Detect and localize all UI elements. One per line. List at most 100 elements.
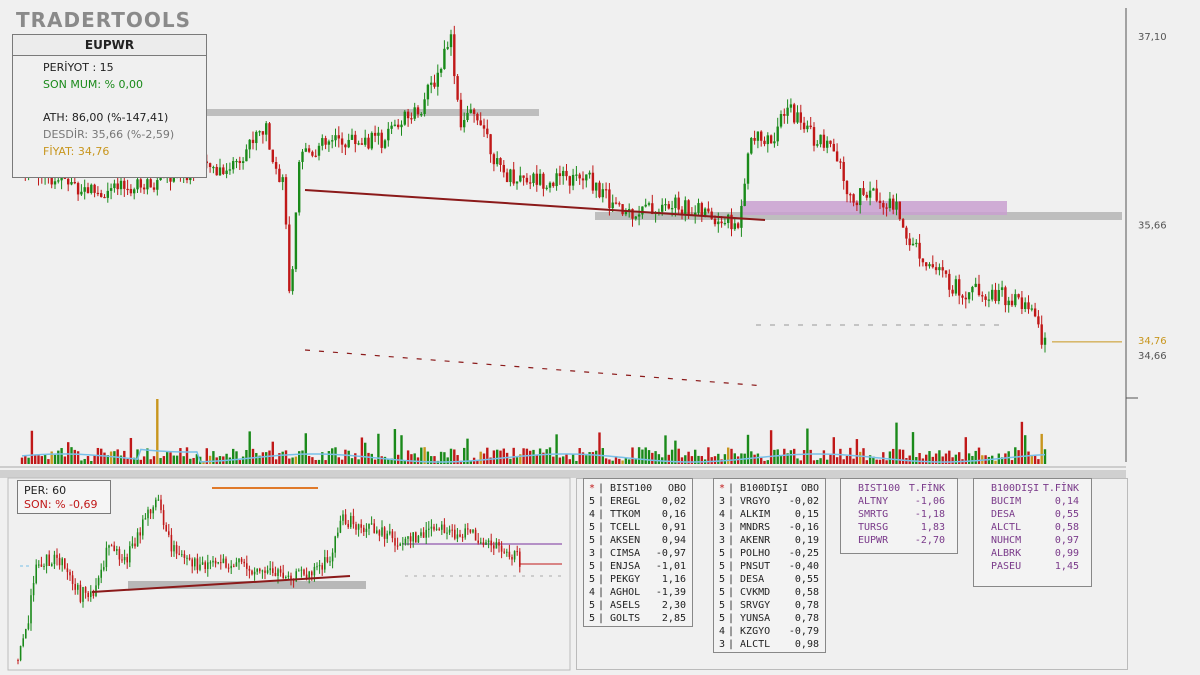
volume-bar xyxy=(746,434,750,464)
volume-bar xyxy=(733,453,736,464)
mini-candle-body xyxy=(303,569,305,575)
candle-body xyxy=(261,131,265,135)
mini-candle-body xyxy=(74,583,76,590)
volume-bar xyxy=(43,454,47,464)
volume-bar xyxy=(446,457,449,464)
mini-candle-body xyxy=(272,568,274,573)
candle-body xyxy=(578,174,581,179)
candle-body xyxy=(515,181,519,184)
candle-body xyxy=(1020,297,1024,310)
volume-bar xyxy=(529,450,532,464)
table-cell: | EREGL xyxy=(598,496,641,507)
candle-body xyxy=(925,262,928,267)
candle-body xyxy=(525,177,529,183)
mini-candle-body xyxy=(370,523,373,525)
mini-candle-body xyxy=(324,557,326,570)
table-cell: OBO xyxy=(800,483,819,494)
mini-candle-body xyxy=(168,531,170,535)
candle-body xyxy=(453,34,456,77)
table-cell: | CIMSA xyxy=(598,548,641,559)
mini-candle-body xyxy=(373,523,375,533)
mini-candle-body xyxy=(175,545,178,554)
table-cell: | BIST100 xyxy=(598,483,653,494)
table-row: EUPWR -2,70 xyxy=(841,535,957,548)
mini-candle-body xyxy=(339,520,342,533)
candle-body xyxy=(420,114,423,116)
volume-bar xyxy=(608,459,611,464)
volume-bar xyxy=(687,451,690,464)
volume-bar xyxy=(453,449,456,464)
volume-bar xyxy=(340,459,344,464)
candle-body xyxy=(736,223,740,228)
volume-bar xyxy=(423,447,426,464)
candle-body xyxy=(1024,302,1027,310)
candle-body xyxy=(901,219,905,228)
volume-bar xyxy=(859,451,862,464)
candle-body xyxy=(750,137,753,154)
table-cell: | AKENR xyxy=(728,535,771,546)
table-cell: -0,25 xyxy=(788,548,819,559)
mini-candle-body xyxy=(103,567,105,570)
volume-bar xyxy=(680,457,684,464)
volume-bar xyxy=(1040,433,1043,464)
candle-body xyxy=(908,238,911,246)
mini-candle-body xyxy=(160,499,162,511)
volume-bar xyxy=(868,455,872,464)
table-cell: 5 xyxy=(719,600,726,611)
mini-candle-body xyxy=(287,575,290,577)
volume-bar xyxy=(509,458,512,464)
mini-candle-body xyxy=(147,509,149,519)
candle-body xyxy=(304,148,307,152)
table-cell: 4 xyxy=(719,626,726,637)
mini-candle-body xyxy=(149,509,152,514)
volume-bar xyxy=(568,459,571,464)
mini-candle-body xyxy=(253,571,256,575)
table-cell: T.FİNK xyxy=(1042,483,1079,494)
mini-candle-body xyxy=(430,526,433,529)
mini-candle-body xyxy=(316,566,318,568)
candle-body xyxy=(502,164,505,173)
mini-candle-body xyxy=(53,554,56,565)
volume-bar xyxy=(839,448,842,464)
volume-bar xyxy=(284,450,288,464)
candle-body xyxy=(799,112,802,123)
candle-body xyxy=(228,169,232,171)
mini-candle-body xyxy=(404,538,407,544)
mini-candle-body xyxy=(217,562,219,564)
candle-body xyxy=(86,187,90,193)
candle-body xyxy=(822,134,826,148)
volume-bar xyxy=(192,457,195,464)
table-cell: | VRGYO xyxy=(728,496,771,507)
candle-body xyxy=(146,179,149,190)
desdir-text: DESDİR: 35,66 (%-2,59) xyxy=(43,128,175,141)
volume-bar xyxy=(314,460,317,464)
mini-candle-body xyxy=(459,534,461,537)
mini-candle-body xyxy=(506,551,508,553)
mini-candle-body xyxy=(113,545,115,551)
last-candle-text: SON MUM: % 0,00 xyxy=(43,78,144,91)
candle-body xyxy=(397,124,400,128)
volume-bar xyxy=(248,431,251,464)
mini-candle-body xyxy=(84,587,87,593)
volume-bar xyxy=(664,435,667,464)
b100disi-obo-table: * | B100DIŞI OBO 3 | VRGYO -0,02 4 | ALKIM 0,15 3… xyxy=(713,478,826,653)
candle-body xyxy=(855,202,859,206)
candle-body xyxy=(921,258,925,263)
mini-period-text: PER: 60 xyxy=(24,484,67,497)
volume-bar xyxy=(651,452,654,464)
volume-bar xyxy=(845,455,849,464)
volume-bar xyxy=(565,453,568,464)
candle-body xyxy=(1037,316,1040,325)
candle-body xyxy=(773,141,776,144)
candle-body xyxy=(786,107,789,116)
table-cell: 3 xyxy=(589,548,596,559)
candle-body xyxy=(598,182,601,198)
volume-bar xyxy=(941,456,944,464)
mini-candle-body xyxy=(469,529,472,533)
candle-body xyxy=(911,243,915,246)
volume-bar xyxy=(1014,447,1017,464)
candle-body xyxy=(377,132,380,136)
volume-bar xyxy=(63,456,67,464)
mini-candle-body xyxy=(199,564,201,570)
candle-body xyxy=(667,204,670,209)
